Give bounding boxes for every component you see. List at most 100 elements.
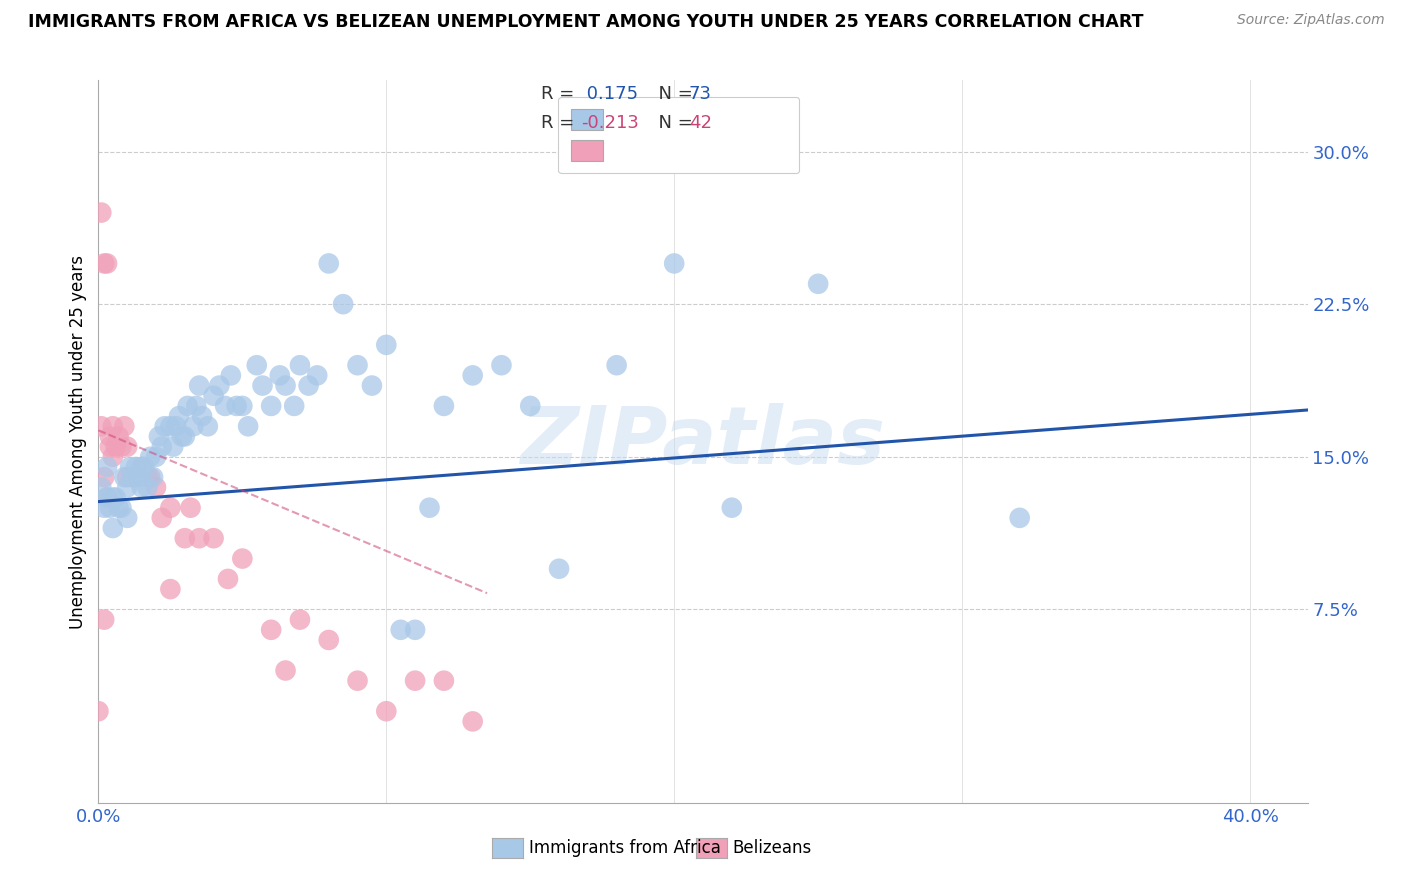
Point [404,623,426,637]
Point [139,470,162,484]
Point [170,429,193,443]
Text: Source: ZipAtlas.com: Source: ZipAtlas.com [1237,13,1385,28]
Point [167,409,190,423]
Point [491,358,513,372]
Point [131,460,153,475]
Point [307,368,329,383]
Point [236,419,259,434]
Point [1008,511,1031,525]
Point [115,511,138,525]
Point [125,470,148,484]
Point [274,664,297,678]
Text: Belizeans: Belizeans [733,839,811,857]
Point [252,378,274,392]
Point [807,277,830,291]
Point [93,256,115,270]
Point [297,378,319,392]
Point [107,429,129,443]
Point [101,419,124,434]
Point [128,470,150,484]
Text: 73: 73 [689,85,711,103]
Point [346,673,368,688]
Point [90,419,112,434]
Text: N =: N = [647,114,699,132]
Point [519,399,541,413]
Point [104,491,127,505]
Point [115,440,138,454]
Text: R =: R = [541,114,581,132]
Point [96,256,118,270]
Text: -0.213: -0.213 [581,114,638,132]
Point [115,470,138,484]
Text: R =: R = [541,85,581,103]
Point [548,562,571,576]
Point [231,399,253,413]
Point [183,419,205,434]
Point [176,399,198,413]
Legend:                               ,                               : , [558,96,800,173]
Text: Immigrants from Africa: Immigrants from Africa [529,839,720,857]
Point [208,378,231,392]
Point [180,500,202,515]
Point [98,440,121,454]
Point [122,470,145,484]
Point [219,368,242,383]
Point [202,531,225,545]
Text: N =: N = [647,85,699,103]
Point [186,399,208,413]
Point [101,521,124,535]
Point [145,450,167,464]
Point [173,531,195,545]
Point [110,500,132,515]
Point [104,440,127,454]
Point [90,205,112,219]
Point [101,450,124,464]
Y-axis label: Unemployment Among Youth under 25 years: Unemployment Among Youth under 25 years [69,254,87,629]
Text: IMMIGRANTS FROM AFRICA VS BELIZEAN UNEMPLOYMENT AMONG YOUTH UNDER 25 YEARS CORRE: IMMIGRANTS FROM AFRICA VS BELIZEAN UNEMP… [28,13,1143,31]
Point [375,338,398,352]
Point [214,399,236,413]
Point [191,409,214,423]
Point [269,368,291,383]
Point [332,297,354,311]
Point [96,460,118,475]
Point [231,551,253,566]
Point [159,582,181,596]
Point [87,704,110,718]
Point [107,500,129,515]
Point [404,673,426,688]
Point [188,378,211,392]
Text: ZIPatlas: ZIPatlas [520,402,886,481]
Point [173,429,195,443]
Point [346,358,368,372]
Point [197,419,219,434]
Point [93,613,115,627]
Point [112,470,135,484]
Point [162,440,184,454]
Point [225,399,247,413]
Point [375,704,398,718]
Point [120,460,142,475]
Point [134,460,156,475]
Point [159,500,181,515]
Point [283,399,305,413]
Point [110,440,132,454]
Point [96,491,118,505]
Point [288,613,311,627]
Point [150,511,173,525]
Text: 0.175: 0.175 [581,85,638,103]
Point [112,419,135,434]
Point [142,470,165,484]
Point [131,480,153,494]
Point [433,673,456,688]
Point [288,358,311,372]
Point [93,500,115,515]
Point [98,500,121,515]
Point [274,378,297,392]
Point [148,429,170,443]
Point [318,632,340,647]
Point [720,500,742,515]
Point [202,389,225,403]
Point [136,480,159,494]
Point [188,531,211,545]
